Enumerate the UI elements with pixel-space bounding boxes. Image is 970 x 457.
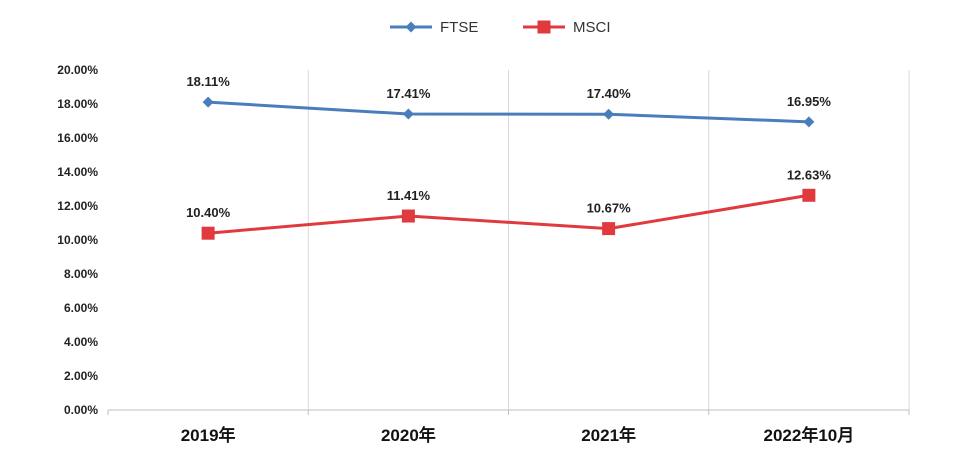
ftse-point <box>803 116 815 128</box>
axes <box>107 409 910 415</box>
ftse-point <box>402 108 414 120</box>
y-tick-label: 8.00% <box>64 267 98 281</box>
y-tick-label: 12.00% <box>57 199 98 213</box>
msci-series-line <box>207 193 810 235</box>
y-axis-ticks: 0.00% 2.00% 4.00% 6.00% 8.00% 10.00% 12.00% 14.… <box>57 63 98 417</box>
y-tick-label: 4.00% <box>64 335 98 349</box>
gridlines <box>307 70 910 410</box>
msci-legend-label: MSCI <box>573 19 611 36</box>
ftse-legend-marker <box>405 21 417 33</box>
ftse-data-label: 16.95% <box>787 94 832 109</box>
ftse-point <box>202 96 214 108</box>
x-tick-label: 2021年 <box>581 425 636 445</box>
msci-point <box>602 222 616 236</box>
x-axis-ticks: 2019年 2020年 2021年 2022年10月 <box>181 425 855 445</box>
msci-legend-marker <box>537 20 551 34</box>
y-tick-label: 0.00% <box>64 403 98 417</box>
y-tick-label: 14.00% <box>57 165 98 179</box>
y-tick-label: 18.00% <box>57 97 98 111</box>
ftse-data-label: 17.41% <box>386 86 431 101</box>
x-tick-label: 2020年 <box>381 425 436 445</box>
x-tick-label: 2022年10月 <box>764 425 855 445</box>
y-tick-label: 20.00% <box>57 63 98 77</box>
ftse-data-label: 18.11% <box>186 74 230 89</box>
ftse-legend-label: FTSE <box>440 19 478 36</box>
y-tick-label: 2.00% <box>64 369 98 383</box>
legend: FTSE MSCI <box>390 19 611 36</box>
y-tick-label: 6.00% <box>64 301 98 315</box>
msci-point <box>802 188 816 202</box>
ftse-data-label: 17.40% <box>587 86 632 101</box>
y-tick-label: 16.00% <box>57 131 98 145</box>
msci-data-label: 10.67% <box>587 201 632 216</box>
x-tick-label: 2019年 <box>181 425 236 445</box>
data-labels: 18.11% 17.41% 17.40% 16.95% 10.40% 11.41% 10.6… <box>186 74 831 220</box>
msci-data-label: 12.63% <box>787 167 832 182</box>
msci-point <box>201 226 215 240</box>
series <box>201 96 816 240</box>
ftse-series-line <box>208 100 809 124</box>
msci-data-label: 11.41% <box>387 188 431 203</box>
ftse-point <box>603 108 615 120</box>
y-tick-label: 10.00% <box>57 233 98 247</box>
msci-data-label: 10.40% <box>186 205 231 220</box>
msci-point <box>401 209 415 223</box>
